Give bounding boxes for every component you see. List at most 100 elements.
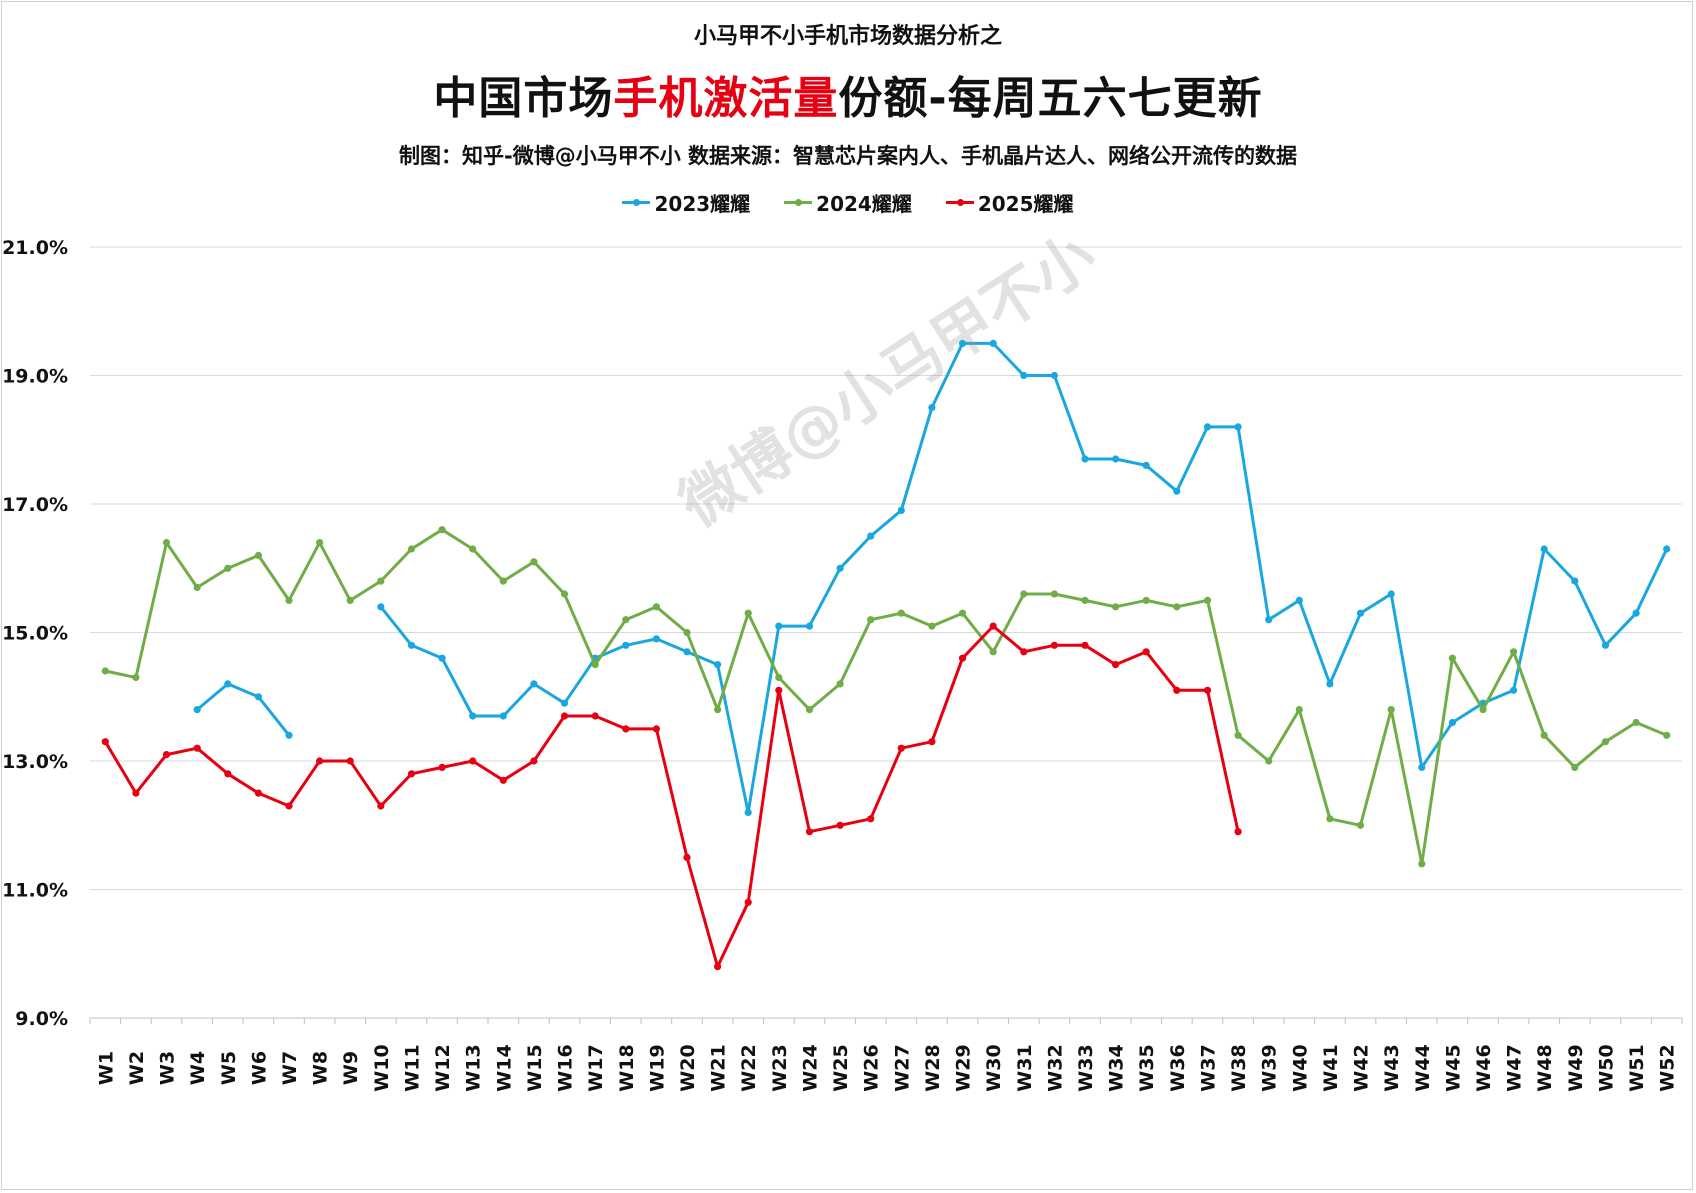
x-tick-label: W8: [310, 1051, 332, 1085]
data-point-2023: [958, 339, 967, 347]
x-tick-label: W40: [1289, 1044, 1311, 1091]
data-point-2023: [377, 603, 385, 611]
data-point-2024: [316, 539, 324, 547]
x-tick-label: W31: [1014, 1044, 1036, 1091]
data-point-2024: [162, 539, 171, 547]
x-tick-label: W36: [1167, 1044, 1189, 1091]
data-point-2023: [1387, 590, 1395, 598]
data-point-2023: [1326, 680, 1334, 688]
data-point-2024: [530, 558, 538, 566]
data-point-2023: [1203, 423, 1212, 431]
data-point-2024: [469, 545, 477, 553]
data-point-2025: [162, 751, 171, 759]
data-point-2023: [652, 635, 661, 643]
x-tick-label: W46: [1473, 1044, 1495, 1091]
data-point-2023: [1050, 371, 1058, 380]
x-tick-label: W25: [830, 1044, 852, 1091]
data-point-2024: [1448, 654, 1456, 662]
x-tick-label: W12: [432, 1044, 454, 1091]
data-point-2025: [530, 757, 538, 765]
x-tick-label: W6: [248, 1051, 270, 1085]
data-point-2025: [1050, 641, 1058, 649]
data-point-2024: [1479, 706, 1487, 714]
x-tick-label: W50: [1595, 1044, 1617, 1091]
data-point-2024: [652, 603, 661, 611]
data-point-2025: [867, 815, 875, 823]
x-tick-label: W1: [95, 1051, 117, 1085]
data-point-2023: [805, 622, 814, 630]
x-tick-label: W14: [493, 1044, 515, 1091]
data-point-2023: [224, 680, 232, 688]
data-point-2025: [805, 828, 814, 836]
x-tick-label: W11: [401, 1044, 423, 1091]
chart-legend: 2023耀耀 2024耀耀 2025耀耀: [0, 188, 1696, 217]
data-point-2023: [1295, 596, 1303, 605]
chart-title: 中国市场手机激活量份额-每周五六七更新: [0, 62, 1696, 126]
data-point-2024: [377, 577, 385, 585]
x-tick-label: W2: [126, 1051, 148, 1085]
title-prefix: 中国市场: [433, 73, 614, 124]
x-tick-label: W16: [555, 1044, 577, 1091]
legend-swatch-2024: [784, 198, 813, 206]
data-point-2023: [622, 641, 630, 649]
y-tick-label: 15.0%: [2, 623, 68, 645]
data-point-2025: [928, 738, 936, 746]
x-tick-label: W18: [616, 1044, 638, 1091]
x-tick-label: W47: [1504, 1044, 1526, 1091]
data-point-2025: [897, 744, 905, 752]
data-point-2024: [744, 609, 752, 617]
data-point-2024: [805, 706, 814, 714]
data-point-2023: [1112, 455, 1120, 463]
data-point-2024: [958, 609, 967, 617]
data-point-2025: [469, 757, 477, 765]
x-tick-label: W20: [677, 1044, 699, 1091]
title-highlight: 手机激活量: [613, 73, 839, 124]
data-point-2024: [193, 583, 201, 592]
data-point-2025: [438, 763, 446, 772]
data-point-2024: [1050, 590, 1058, 598]
data-point-2023: [1020, 371, 1028, 380]
data-point-2024: [989, 648, 997, 656]
data-point-2024: [499, 577, 507, 585]
data-point-2024: [132, 673, 140, 682]
data-point-2023: [1448, 718, 1456, 727]
data-point-2024: [1632, 718, 1640, 727]
x-tick-label: W45: [1442, 1044, 1464, 1091]
data-point-2025: [836, 821, 844, 829]
legend-swatch-2025: [945, 198, 974, 206]
data-point-2025: [622, 725, 630, 733]
x-tick-label: W43: [1381, 1044, 1403, 1091]
data-point-2025: [193, 744, 201, 752]
data-point-2023: [1173, 487, 1181, 495]
series-line-2023: [195, 682, 291, 737]
data-point-2025: [775, 686, 783, 694]
data-point-2023: [438, 654, 446, 662]
data-point-2023: [867, 532, 875, 540]
data-point-2025: [683, 853, 691, 862]
series-line-2023: [379, 341, 1669, 814]
y-tick-label: 17.0%: [2, 494, 68, 516]
data-point-2024: [836, 680, 844, 688]
x-tick-label: W7: [279, 1051, 301, 1085]
data-point-2025: [346, 757, 354, 765]
data-point-2024: [897, 609, 905, 617]
data-point-2024: [1510, 648, 1518, 656]
data-point-2024: [1540, 731, 1548, 739]
y-tick-label: 9.0%: [15, 1008, 68, 1030]
legend-label-2023: 2023耀耀: [654, 192, 751, 216]
x-tick-label: W3: [157, 1051, 179, 1085]
data-point-2023: [1601, 641, 1610, 649]
data-point-2023: [836, 564, 844, 572]
x-tick-label: W39: [1259, 1044, 1281, 1091]
data-point-2023: [897, 506, 905, 514]
x-tick-label: W9: [340, 1051, 362, 1085]
data-point-2024: [714, 706, 722, 714]
data-point-2023: [1632, 609, 1640, 617]
data-point-2025: [989, 622, 997, 630]
x-tick-label: W41: [1320, 1044, 1342, 1091]
x-tick-label: W24: [799, 1044, 821, 1091]
data-point-2023: [285, 731, 293, 739]
data-point-2025: [560, 712, 569, 720]
data-point-2024: [683, 628, 691, 637]
legend-label-2024: 2024耀耀: [816, 192, 912, 216]
